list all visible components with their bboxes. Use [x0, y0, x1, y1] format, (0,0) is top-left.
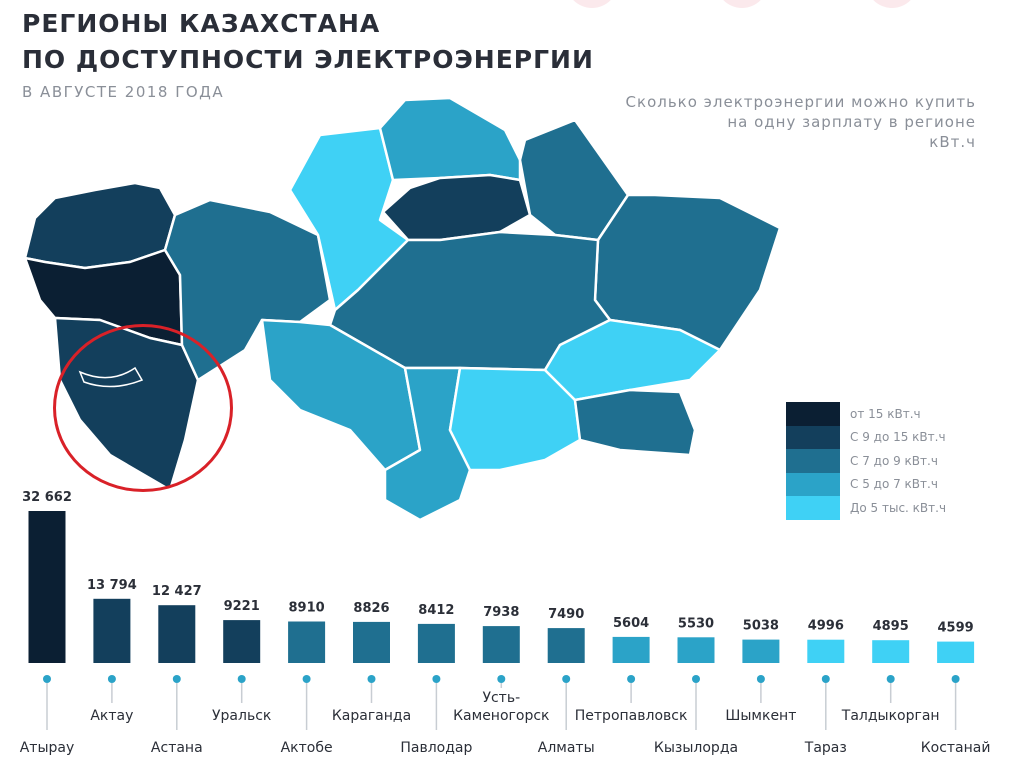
note-line-3: кВт.ч: [929, 133, 976, 151]
legend-item: С 7 до 9 кВт.ч: [786, 449, 946, 473]
bar: [742, 639, 780, 663]
title-line-1: РЕГИОНЫ КАЗАХСТАНА: [22, 9, 381, 38]
note-line-1: Сколько электроэнергии можно купить: [625, 93, 976, 111]
category-label: Павлодар: [400, 740, 472, 756]
bar: [937, 641, 975, 663]
category-label: Тараз: [804, 740, 847, 756]
legend-label: До 5 тыс. кВт.ч: [850, 500, 947, 515]
bar: [93, 598, 131, 663]
legend-label: от 15 кВт.ч: [850, 406, 921, 421]
bar-value-label: 8910: [289, 601, 325, 616]
bar-value-label: 7490: [548, 607, 584, 622]
region-north: [378, 96, 522, 182]
bar-value-label: 5530: [678, 616, 714, 631]
chart-subtitle: В АВГУСТЕ 2018 ГОДА: [22, 83, 225, 101]
category-label: Алматы: [538, 740, 595, 756]
bar-value-label: 8412: [418, 603, 454, 618]
bar: [223, 620, 261, 663]
tick-marker: [43, 675, 51, 683]
bar: [612, 636, 650, 663]
tick-marker: [497, 675, 506, 683]
bar: [417, 623, 455, 663]
kazakhstan-map: [23, 96, 782, 522]
decor-shape-2: [716, 0, 768, 8]
legend-label: С 5 до 7 кВт.ч: [850, 477, 938, 492]
region-kostanay: [288, 126, 410, 312]
category-label: Уральск: [212, 708, 271, 724]
legend-label: С 7 до 9 кВт.ч: [850, 453, 938, 468]
legend-swatch: [786, 425, 840, 449]
bar: [288, 621, 326, 663]
decor-shape-3: [866, 0, 918, 8]
bar: [158, 605, 196, 663]
tick-marker: [107, 675, 116, 683]
tick-marker: [237, 675, 246, 683]
category-label: Караганда: [332, 708, 411, 724]
bar-value-label: 9221: [224, 599, 260, 614]
note-line-2: на одну зарплату в регионе: [727, 113, 976, 131]
tick-marker: [367, 675, 376, 683]
legend-label: С 9 до 15 кВт.ч: [850, 430, 946, 445]
category-label: Талдыкорган: [841, 708, 940, 724]
tick-marker: [302, 675, 311, 683]
category-label: Актау: [90, 708, 133, 724]
category-label: Костанай: [921, 740, 991, 756]
tick-marker: [951, 675, 960, 683]
tick-marker: [627, 675, 636, 683]
bar: [872, 640, 910, 663]
bar-value-label: 4895: [873, 619, 909, 634]
tick-marker: [432, 675, 441, 683]
tick-marker: [821, 675, 830, 683]
bar: [482, 626, 520, 663]
tick-marker: [172, 675, 181, 683]
bar-value-label: 12 427: [152, 584, 202, 599]
bar-value-label: 5604: [613, 616, 649, 631]
category-label: Астана: [151, 740, 203, 756]
category-label: Кызылорда: [654, 740, 738, 756]
category-label: Атырау: [20, 740, 75, 756]
category-label: Шымкент: [725, 708, 796, 724]
decor-shape-1: [566, 0, 618, 8]
region-almaty: [573, 388, 697, 457]
legend-item: До 5 тыс. кВт.ч: [786, 496, 946, 520]
chart-note: Сколько электроэнергии можно купить на о…: [626, 92, 976, 152]
legend-item: С 9 до 15 кВт.ч: [786, 425, 946, 449]
title-line-2: ПО ДОСТУПНОСТИ ЭЛЕКТРОЭНЕРГИИ: [22, 45, 594, 74]
bar-chart: 32 662 Атырау 13 794 Актау 12 427 Астана 9221 У…: [20, 490, 991, 756]
tick-marker: [562, 675, 571, 683]
legend-swatch: [786, 449, 840, 473]
bar-value-label: 5038: [743, 619, 779, 634]
category-label: Усть-: [482, 690, 520, 706]
legend-swatch: [786, 496, 840, 520]
region-astana: [381, 173, 532, 242]
bar-value-label: 13 794: [87, 578, 137, 593]
bar: [547, 628, 585, 663]
category-label: Актобе: [281, 740, 333, 756]
bar-value-label: 8826: [353, 601, 389, 616]
legend: от 15 кВт.ч С 9 до 15 кВт.ч С 7 до 9 кВт…: [786, 402, 946, 520]
category-label: Петропавловск: [575, 708, 688, 724]
tick-marker: [756, 675, 765, 683]
bar-value-label: 4599: [938, 621, 974, 636]
legend-item: С 5 до 7 кВт.ч: [786, 472, 946, 496]
tick-marker: [886, 675, 895, 683]
legend-swatch: [786, 402, 840, 426]
legend-swatch: [786, 472, 840, 496]
chart-title: РЕГИОНЫ КАЗАХСТАНА ПО ДОСТУПНОСТИ ЭЛЕКТР…: [22, 6, 594, 78]
bar: [28, 511, 66, 663]
bar: [677, 637, 715, 663]
bar-value-label: 32 662: [22, 490, 72, 505]
bar: [807, 639, 845, 663]
bar-value-label: 7938: [483, 605, 519, 620]
legend-item: от 15 кВт.ч: [786, 402, 946, 426]
bar: [353, 621, 390, 663]
bar-value-label: 4996: [808, 619, 844, 634]
tick-marker: [692, 675, 700, 683]
highlight-circle: [53, 324, 233, 492]
category-label: Каменогорск: [453, 708, 549, 724]
